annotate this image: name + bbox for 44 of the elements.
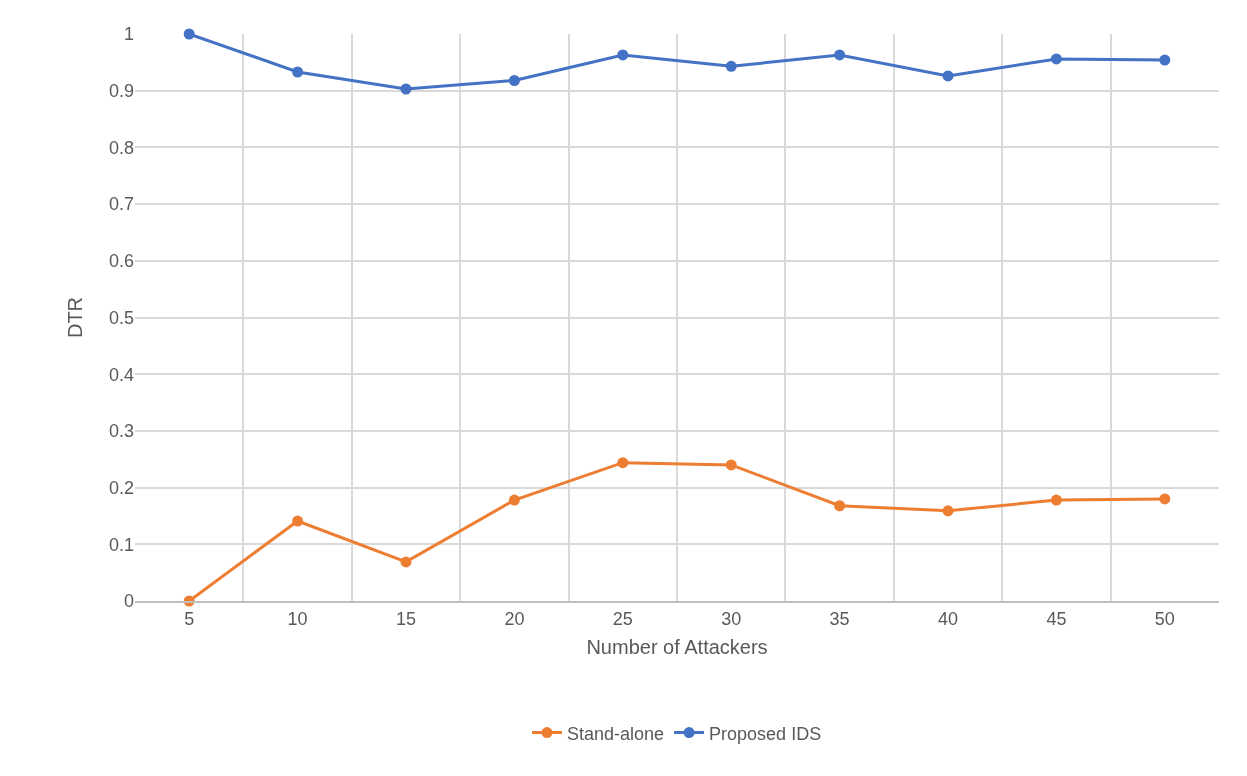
point [292, 66, 304, 78]
point [834, 49, 846, 61]
point [942, 505, 954, 517]
point [400, 556, 412, 568]
y-tick-label: 0.3 [108, 421, 134, 442]
y-tick-label: 0.1 [108, 534, 134, 555]
x-tick-label: 5 [184, 608, 195, 629]
y-tick-label: 0 [123, 591, 134, 612]
point [942, 70, 954, 82]
point [183, 28, 195, 40]
x-tick-label: 50 [1154, 608, 1175, 629]
y-tick-label: 0.7 [108, 194, 134, 215]
x-tick-label: 20 [504, 608, 525, 629]
x-tick-label: 45 [1046, 608, 1067, 629]
point [617, 457, 629, 469]
point [508, 74, 520, 86]
y-axis-title: DTR [64, 296, 87, 339]
x-tick-label: 15 [395, 608, 417, 629]
y-tick-label: 0.9 [108, 81, 134, 101]
point [508, 494, 520, 506]
y-tick-label: 0.2 [108, 477, 134, 498]
x-axis-title: Number of Attackers [586, 635, 768, 658]
y-tick-label: 1 [123, 24, 134, 45]
y-tick-label: 0.5 [108, 307, 134, 328]
legend-label: Proposed IDS [709, 723, 822, 744]
point [834, 500, 846, 512]
point [292, 515, 304, 527]
point [1159, 54, 1171, 66]
x-tick-label: 10 [287, 608, 308, 629]
point [400, 83, 412, 95]
point [617, 49, 629, 61]
point [1050, 494, 1062, 506]
point [725, 459, 737, 471]
x-tick-label: 35 [829, 608, 850, 629]
x-tick-label: 40 [937, 608, 959, 629]
point [1050, 53, 1062, 65]
point [1159, 493, 1171, 505]
y-tick-label: 0.6 [108, 251, 134, 272]
y-tick-label: 0.8 [108, 137, 134, 158]
point [725, 60, 737, 72]
x-tick-label: 30 [721, 608, 742, 629]
legend-label: Stand-alone [567, 723, 665, 744]
y-tick-label: 0.4 [108, 364, 134, 385]
x-tick-label: 25 [612, 608, 633, 629]
